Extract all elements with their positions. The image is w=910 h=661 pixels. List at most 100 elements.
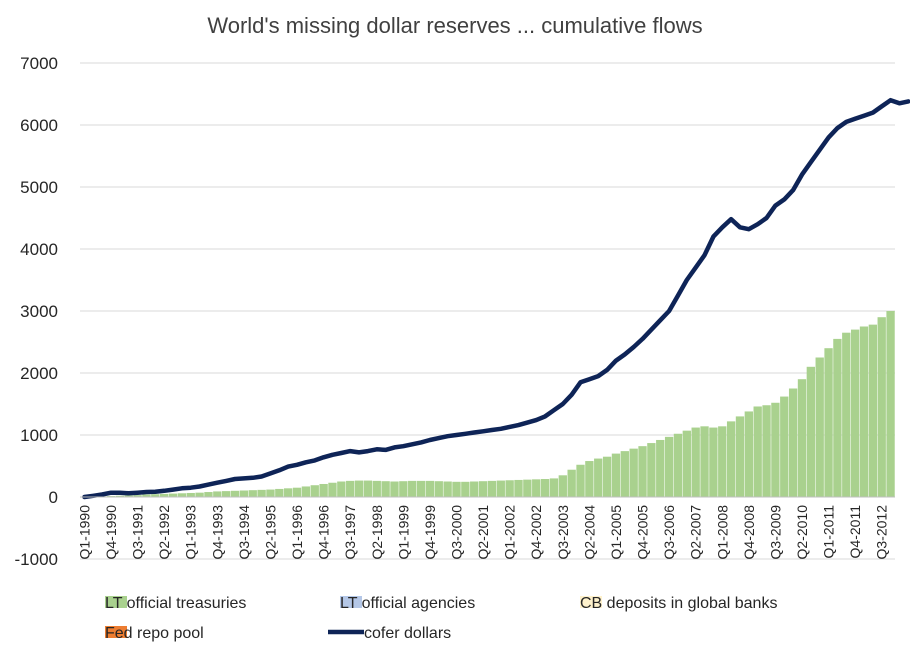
- bar-segment: [549, 478, 559, 497]
- x-tick-label: Q4-2011: [847, 505, 863, 559]
- x-tick-label: Q3-2009: [767, 505, 783, 560]
- bar-segment: [461, 481, 470, 497]
- y-tick-label: 5000: [20, 178, 58, 197]
- bar-segment: [363, 480, 373, 497]
- x-tick-label: Q3-2012: [874, 505, 890, 560]
- bar-segment: [425, 480, 435, 497]
- bar-segment: [514, 479, 523, 497]
- bar-segment: [771, 402, 780, 497]
- bar-segment: [177, 493, 187, 497]
- chart-title: World's missing dollar reserves ... cumu…: [207, 13, 702, 38]
- x-tick-label: Q1-2005: [608, 505, 624, 560]
- bar-segment: [540, 479, 550, 497]
- x-tick-label: Q3-1994: [236, 505, 252, 560]
- y-tick-label: 3000: [20, 302, 58, 321]
- x-tick-label: Q1-1990: [76, 505, 92, 560]
- bar-segment: [647, 443, 656, 497]
- bar-segment: [868, 324, 878, 497]
- x-tick-label: Q2-2004: [581, 505, 597, 560]
- y-axis: -1000 0 1000 2000 3000 4000 5000 6000 7000: [15, 54, 58, 569]
- y-tick-label: 7000: [20, 54, 58, 73]
- x-tick-label: Q3-2000: [448, 505, 464, 560]
- bar-segment: [230, 490, 240, 497]
- legend-label: cofer dollars: [364, 625, 451, 642]
- bar-segment: [735, 416, 745, 497]
- x-tick-label: Q2-1995: [262, 505, 278, 560]
- bar-segment: [319, 483, 328, 497]
- bar-segment: [673, 433, 683, 497]
- bar-segment: [656, 439, 665, 497]
- bar-segment: [337, 481, 346, 497]
- bar-segment: [576, 464, 585, 497]
- bar-segment: [682, 430, 691, 497]
- bar-segment: [505, 480, 514, 497]
- bar-segment: [629, 448, 638, 497]
- bar-segment: [567, 469, 576, 497]
- x-tick-label: Q3-1997: [342, 505, 358, 560]
- bar-segment: [532, 479, 541, 497]
- x-tick-label: Q4-1996: [316, 505, 332, 560]
- x-tick-label: Q2-2001: [475, 505, 491, 560]
- bar-segment: [443, 481, 452, 497]
- legend-swatch: [105, 596, 127, 608]
- bar-segment: [487, 480, 497, 497]
- bar-segment: [859, 326, 869, 497]
- bar-segment: [213, 491, 222, 497]
- x-tick-label: Q4-2002: [528, 505, 544, 560]
- bar-segment: [124, 495, 133, 497]
- x-tick-label: Q4-1990: [103, 505, 119, 560]
- legend: LT official treasuries LT official agenci…: [105, 595, 777, 642]
- bar-segment: [753, 406, 762, 497]
- legend-label: CB deposits in global banks: [580, 595, 777, 612]
- bar-segment: [133, 495, 142, 497]
- bar-segment: [691, 427, 700, 497]
- bar-segment: [346, 480, 355, 497]
- x-tick-label: Q2-2010: [794, 505, 810, 560]
- bar-segment: [594, 458, 603, 497]
- bar-segment: [558, 475, 567, 497]
- x-tick-label: Q1-1996: [289, 505, 305, 560]
- bar-segment: [408, 480, 417, 497]
- cofer-dollars-line: [82, 97, 910, 500]
- line-series: [82, 97, 910, 500]
- bar-segment: [381, 481, 390, 497]
- x-tick-label: Q1-1993: [183, 505, 199, 560]
- bar-segment: [292, 487, 302, 497]
- bar-segment: [310, 485, 319, 497]
- bar-segment: [275, 488, 284, 497]
- x-tick-label: Q4-2005: [635, 505, 651, 560]
- x-tick-label: Q1-2011: [821, 505, 837, 559]
- x-tick-label: Q2-2007: [688, 505, 704, 560]
- bar-segment: [788, 388, 798, 497]
- bar-segment: [284, 488, 293, 497]
- bar-segment: [470, 481, 479, 497]
- bar-segment: [390, 481, 399, 497]
- bar-segment: [354, 480, 364, 497]
- y-tick-label: 6000: [20, 116, 58, 135]
- bar-segment: [824, 348, 833, 497]
- bar-segment: [248, 490, 257, 497]
- bar-segment: [585, 461, 594, 497]
- bar-segment: [602, 456, 612, 497]
- legend-swatch: [340, 596, 362, 608]
- bar-segment: [797, 379, 807, 497]
- bar-segment: [877, 317, 886, 497]
- bar-segment: [115, 495, 125, 497]
- x-tick-label: Q2-1998: [369, 505, 385, 560]
- bar-segment: [186, 492, 195, 497]
- bars: [89, 311, 895, 497]
- bar-segment: [815, 357, 824, 497]
- bar-segment: [842, 332, 851, 497]
- y-tick-label: -1000: [15, 550, 58, 569]
- legend-swatch: [105, 626, 127, 638]
- y-tick-label: 1000: [20, 426, 58, 445]
- x-tick-label: Q3-2006: [661, 505, 677, 560]
- bar-segment: [239, 490, 249, 497]
- bar-segment: [399, 481, 408, 497]
- bar-segment: [416, 480, 426, 497]
- bar-segment: [328, 482, 337, 497]
- y-tick-label: 2000: [20, 364, 58, 383]
- bar-segment: [664, 436, 674, 497]
- x-tick-label: Q4-1993: [209, 505, 225, 560]
